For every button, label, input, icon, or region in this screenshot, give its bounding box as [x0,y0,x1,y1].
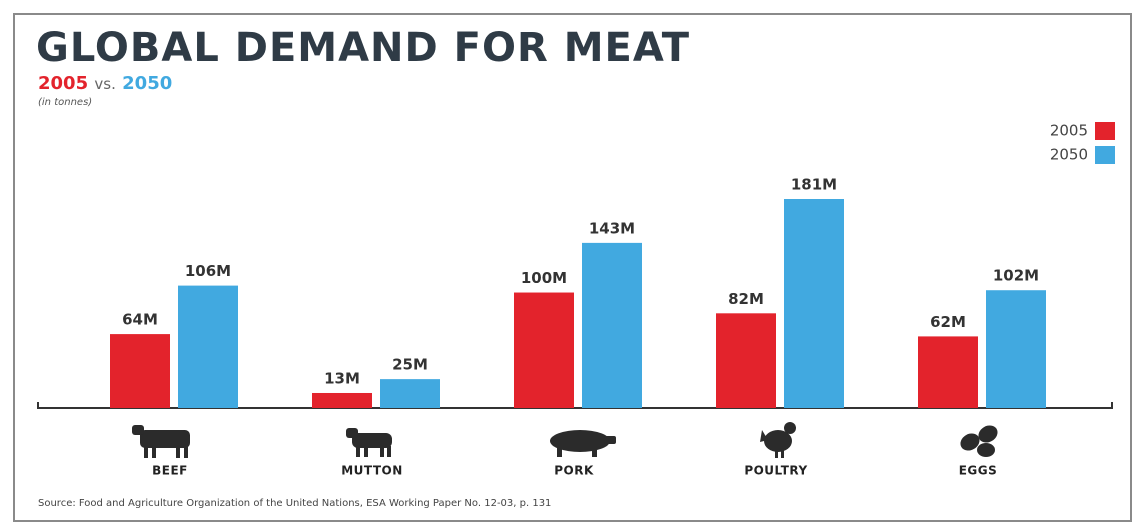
chicken-icon [760,422,796,458]
legend-label: 2005 [1050,122,1088,140]
subtitle: 2005 vs. 2050 [38,73,172,94]
value-label: 102M [993,267,1039,285]
subtitle-part: vs. [94,75,115,93]
value-label: 64M [122,311,158,329]
sheep-icon [346,428,392,457]
chart-title: GLOBAL DEMAND FOR MEAT [36,25,690,71]
legend-label: 2050 [1050,146,1088,164]
bar [312,392,372,408]
bar [716,313,776,408]
category-label: BEEF [152,464,188,478]
source: Source: Food and Agriculture Organizatio… [38,498,551,509]
subtitle-part: 2050 [122,73,172,94]
bar [110,334,170,408]
value-label: 82M [728,290,764,308]
bar [514,292,574,408]
value-label: 181M [791,176,837,194]
pig-icon [550,430,616,457]
bar [178,285,238,408]
bar [918,336,978,408]
category-label: PORK [554,464,594,478]
bar [380,379,440,408]
value-label: 62M [930,313,966,331]
bar [986,290,1046,408]
value-label: 25M [392,356,428,374]
value-label: 13M [324,369,360,387]
subtitle-part: 2005 [38,73,88,94]
eggs-icon [960,425,998,457]
legend-swatch [1095,122,1115,140]
value-label: 143M [589,219,635,237]
category-label: MUTTON [341,464,403,478]
value-label: 100M [521,269,567,287]
bar [784,199,844,408]
frame [13,13,1132,522]
note: (in tonnes) [38,97,92,108]
cow-icon [132,425,190,458]
legend-swatch [1095,146,1115,164]
category-label: POULTRY [744,464,807,478]
bar [582,242,642,408]
value-label: 106M [185,262,231,280]
category-label: EGGS [959,464,998,478]
